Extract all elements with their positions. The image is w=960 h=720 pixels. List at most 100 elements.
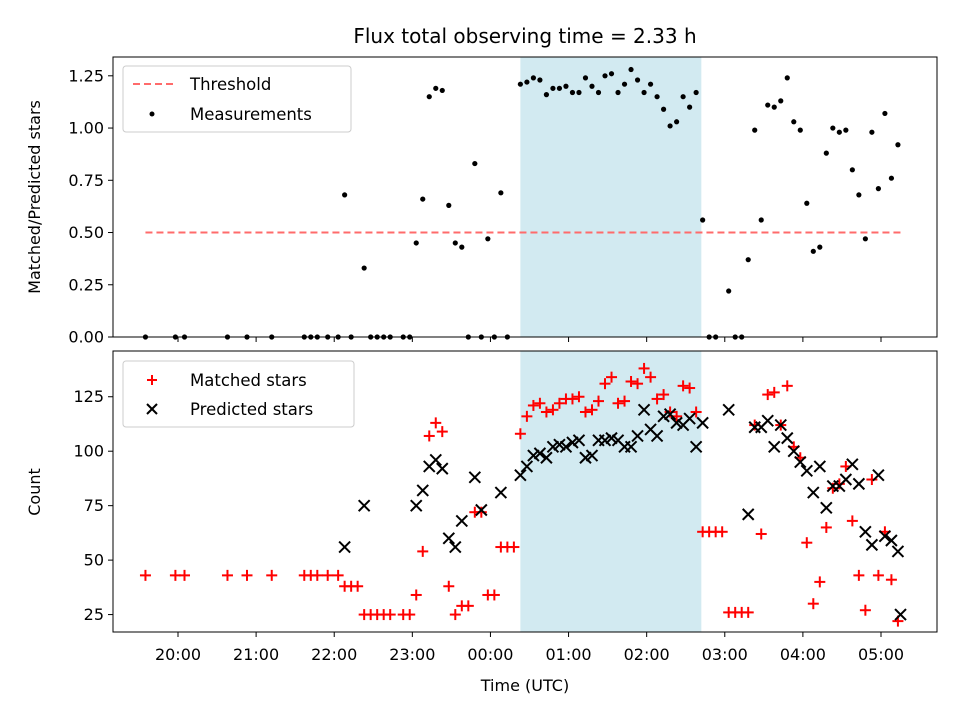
measurement-point (556, 85, 563, 91)
predicted-star-point (859, 525, 872, 539)
measurement-point (817, 244, 823, 250)
matched-star-point (716, 526, 728, 538)
matched-star-point (781, 380, 793, 392)
predicted-star-point (442, 532, 455, 545)
measurement-point (765, 102, 771, 108)
measurement-point (687, 104, 693, 110)
predicted-star-stroke (631, 429, 644, 443)
predicted-star-point (520, 460, 534, 473)
matched-star-point (449, 609, 461, 621)
matched-star-point (527, 399, 539, 411)
predicted-star-point (696, 416, 709, 430)
predicted-star-point (781, 431, 794, 445)
measurement-point (693, 89, 699, 96)
measurement-point (615, 89, 621, 96)
measurement-point (485, 236, 491, 242)
measurement-point (726, 288, 732, 294)
matched-star-point (139, 569, 151, 581)
predicted-star-stroke (663, 407, 677, 421)
predicted-star-stroke (442, 532, 455, 545)
legend-measurements-swatch (149, 111, 155, 117)
predicted-star-point (624, 440, 638, 454)
measurement-point (758, 217, 764, 223)
matched-star-point (475, 506, 487, 518)
predicted-star-point (449, 540, 462, 554)
measurement-point (589, 83, 595, 89)
predicted-star-point (742, 508, 755, 521)
matched-star-point (599, 378, 611, 390)
y-tick-label: 1.00 (68, 119, 104, 138)
x-axis-label: Time (UTC) (480, 676, 569, 695)
predicted-star-point (585, 449, 599, 462)
predicted-star-stroke (644, 423, 657, 436)
x-tick-label: 04:00 (780, 645, 826, 664)
matched-star-point (820, 521, 832, 533)
top-y-ticks: 0.00 0.25 0.50 0.75 1.00 1.25 (68, 66, 113, 347)
matched-star-point (417, 545, 429, 557)
y-tick-label: 0.25 (68, 275, 104, 294)
matched-star-point (866, 474, 878, 486)
top-legend: Threshold Measurements (122, 65, 352, 133)
predicted-star-stroke (839, 473, 853, 486)
predicted-star-point (891, 545, 905, 558)
measurement-point (452, 240, 458, 246)
measurement-point (791, 119, 797, 125)
predicted-star-point (637, 403, 651, 417)
legend-threshold-label: Threshold (189, 75, 271, 94)
predicted-star-stroke (768, 440, 781, 454)
predicted-star-stroke (455, 514, 469, 528)
predicted-star-point (878, 529, 892, 543)
predicted-star-stroke (572, 434, 586, 447)
measurement-point (459, 244, 465, 250)
predicted-star-stroke (514, 468, 527, 482)
matched-star-point (410, 589, 422, 601)
predicted-star-stroke (540, 451, 553, 464)
bottom-y-axis-label: Count (25, 468, 44, 516)
x-tick-label: 20:00 (155, 645, 201, 664)
matched-star-point (859, 604, 871, 616)
matched-star-point (462, 600, 474, 612)
matched-star-point (553, 397, 565, 409)
matched-star-point (690, 406, 702, 418)
x-tick-label: 00:00 (467, 645, 513, 664)
top-axes-frame (112, 56, 938, 338)
matched-star-point (762, 389, 774, 401)
x-tick-label: 23:00 (389, 645, 435, 664)
predicted-star-stroke (357, 499, 371, 512)
legend-predicted-label: Predicted stars (190, 400, 313, 419)
matched-star-points (139, 362, 904, 627)
matched-star-point (430, 417, 442, 429)
matched-star-point (514, 428, 526, 440)
bottom-legend: Matched stars Predicted stars (122, 360, 355, 428)
matched-star-point (352, 580, 364, 592)
measurement-point (752, 127, 758, 133)
predicted-star-stroke (605, 431, 618, 445)
measurement-point (849, 167, 855, 173)
matched-star-point (768, 386, 780, 398)
predicted-star-point (559, 440, 573, 454)
predicted-star-stroke (553, 438, 566, 451)
predicted-star-stroke (475, 503, 488, 517)
y-tick-label: 75 (84, 496, 104, 515)
predicted-star-stroke (891, 545, 905, 558)
predicted-star-point (839, 473, 853, 486)
predicted-star-stroke (585, 449, 599, 462)
y-tick-label: 100 (73, 442, 104, 461)
matched-star-point (241, 569, 253, 581)
measurement-point (862, 236, 868, 242)
measurement-point (628, 66, 634, 73)
measurement-point (674, 119, 680, 125)
x-tick-label: 01:00 (546, 645, 592, 664)
bottom-y-ticks: 25 50 75 100 125 (73, 387, 113, 624)
predicted-star-point (807, 486, 820, 499)
measurement-point (869, 129, 875, 135)
y-tick-label: 0.75 (68, 171, 104, 190)
measurement-point (745, 257, 751, 263)
measurement-point (875, 186, 881, 192)
matched-star-point (645, 371, 657, 383)
predicted-star-stroke (520, 460, 534, 473)
matched-star-point (534, 397, 546, 409)
predicted-star-point (650, 429, 664, 443)
matched-star-point (573, 391, 585, 403)
predicted-star-point (846, 458, 859, 471)
